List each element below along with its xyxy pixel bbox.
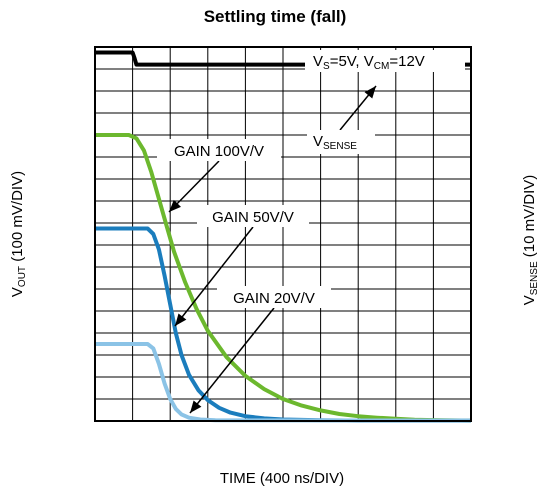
annotation-gain-20: GAIN 20V/V xyxy=(217,286,331,308)
vcm-rest: =12V xyxy=(389,53,424,70)
annotation-gain-100: GAIN 100V/V xyxy=(157,139,281,161)
conditions-label: VS=5V, VCM=12V xyxy=(305,50,465,72)
chart-title: Settling time (fall) xyxy=(204,7,347,26)
arrow-gain-50 xyxy=(174,226,254,327)
svg-text:VSENSE: VSENSE xyxy=(313,133,357,152)
vs-main: V xyxy=(313,53,323,70)
y-axis-label-right: VSENSE (10 mV/DIV) xyxy=(521,175,538,306)
arrow-gain-20 xyxy=(189,307,275,414)
vs-rest: =5V, xyxy=(330,53,364,70)
svg-text:VS=5V, VCM=12V: VS=5V, VCM=12V xyxy=(313,53,425,72)
annotation-vsense-sub: SENSE xyxy=(323,141,357,152)
series-line-gain-20v-v xyxy=(95,342,472,423)
series-line-gain-100v-v xyxy=(95,133,472,423)
vs-sub: S xyxy=(323,61,330,72)
plot-series xyxy=(95,50,472,423)
annotation-gain-20-text: GAIN 20V/V xyxy=(233,290,315,307)
annotation-vsense-main: V xyxy=(313,133,323,150)
plot-frame xyxy=(94,46,472,422)
arrow-gain-100 xyxy=(168,160,220,213)
annotation-gain-100-text: GAIN 100V/V xyxy=(174,143,264,160)
annotation-vsense: VSENSE xyxy=(307,130,375,154)
y-axis-label-left: VOUT (100 mV/DIV) xyxy=(9,171,28,297)
vcm-sub: CM xyxy=(374,61,390,72)
series-line-vsense xyxy=(95,50,471,67)
annotation-arrows xyxy=(168,85,377,414)
vcm-main: V xyxy=(364,53,374,70)
annotation-gain-50: GAIN 50V/V xyxy=(197,205,309,227)
x-axis-label: TIME (400 ns/DIV) xyxy=(220,470,344,487)
arrow-vsense xyxy=(339,85,377,131)
annotation-gain-50-text: GAIN 50V/V xyxy=(212,209,294,226)
